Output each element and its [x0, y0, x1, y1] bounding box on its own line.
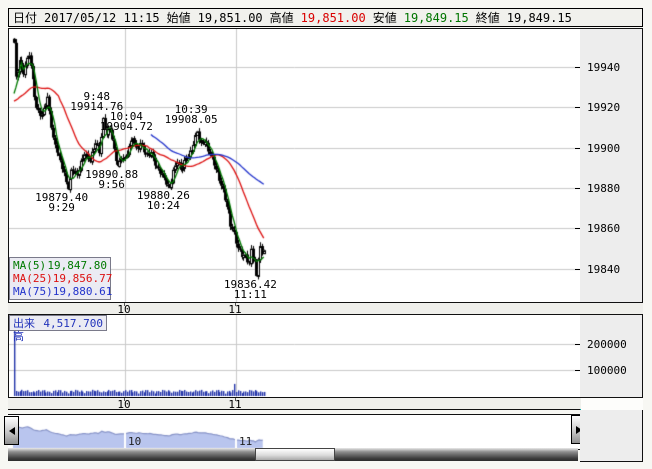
navigator-label: 11: [239, 435, 253, 448]
low-label: 安値: [372, 11, 397, 25]
scrollbar-track[interactable]: [8, 448, 578, 461]
ma5-value: 19,847.80: [47, 259, 107, 272]
right-arrow-icon: [575, 425, 582, 434]
axis-tick: [575, 370, 580, 371]
high-value: 19,851.00: [300, 10, 366, 25]
volume-value: 4,517.700: [43, 317, 103, 330]
navigator-strip: 10 11: [8, 414, 581, 450]
volume-label: 出来高: [13, 317, 35, 343]
price-chart-panel: MA(5) 19,847.80 MA(25) 19,856.77 MA(75) …: [8, 28, 581, 303]
axis-tick: [124, 398, 125, 401]
price-annotation: 10:04 19904.72: [99, 110, 153, 134]
ma25-row: MA(25) 19,856.77: [13, 272, 112, 285]
axis-tick: [575, 188, 580, 189]
ma5-label: MA(5): [13, 259, 47, 272]
price-axis-label: 19840: [587, 262, 621, 276]
datetime-value: 2017/05/12 11:15: [44, 10, 160, 25]
navigator-canvas[interactable]: [8, 415, 579, 449]
volume-legend: 出来高 4,517.700: [9, 315, 107, 343]
price-axis-label: 19880: [587, 182, 621, 196]
scrollbar-thumb[interactable]: [255, 448, 335, 461]
x-axis-label: 10: [117, 303, 131, 316]
axis-tick: [124, 303, 125, 306]
open-value: 19,851.00: [197, 10, 263, 25]
navigator-label: 10: [128, 435, 142, 448]
volume-axis-label: 200000: [587, 338, 627, 351]
volume-axis: 200000 100000: [580, 314, 643, 398]
ma75-label: MA(75): [13, 285, 53, 298]
axis-tick: [235, 303, 236, 306]
x-axis-label: 10: [117, 398, 131, 411]
price-axis-label: 19900: [587, 141, 621, 155]
price-annotation: 10:39 19908.05: [164, 103, 218, 127]
volume-axis-label: 100000: [587, 364, 627, 377]
axis-tick: [575, 269, 580, 270]
scroll-left-button[interactable]: [4, 416, 19, 445]
price-annotation: 19880.26 10:24: [136, 189, 190, 213]
ma75-value: 19,880.61: [52, 285, 113, 298]
x-axis-label: 11: [228, 398, 242, 411]
ma75-row: MA(75) 19,880.61: [13, 285, 112, 298]
x-axis-label: 11: [228, 303, 242, 316]
close-label: 終値: [475, 11, 500, 25]
price-annotation: 19836.42 11:11: [223, 277, 277, 301]
price-annotation: 19879.40 9:29: [35, 191, 89, 215]
left-arrow-icon: [8, 426, 15, 435]
volume-panel: 出来高 4,517.700: [8, 314, 581, 398]
right-filler-top: [581, 398, 643, 410]
price-axis-label: 19920: [587, 101, 621, 115]
axis-tick: [575, 148, 580, 149]
ma-legend: MA(5) 19,847.80 MA(25) 19,856.77 MA(75) …: [9, 257, 112, 300]
axis-tick: [235, 398, 236, 401]
candlestick-canvas[interactable]: [9, 29, 580, 302]
price-axis-label: 19860: [587, 222, 621, 236]
open-label: 始値: [166, 11, 191, 25]
low-value: 19,849.15: [403, 10, 469, 25]
price-axis: 19940 19920 19900 19880 19860 19840: [580, 28, 643, 303]
close-value: 19,849.15: [506, 10, 572, 25]
ma25-value: 19,856.77: [52, 272, 113, 285]
ohlc-header: 日付 2017/05/12 11:15 始値 19,851.00 高値 19,8…: [8, 8, 643, 27]
axis-tick: [575, 107, 580, 108]
axis-tick: [575, 228, 580, 229]
date-label: 日付: [13, 11, 38, 25]
axis-tick: [575, 67, 580, 68]
right-filler: [580, 410, 643, 462]
price-axis-label: 19940: [587, 61, 621, 74]
high-label: 高値: [269, 11, 294, 25]
ma5-row: MA(5) 19,847.80: [13, 259, 107, 272]
x-axis-band-bottom: 10 11: [8, 397, 581, 411]
axis-tick: [575, 344, 580, 345]
ma25-label: MA(25): [13, 272, 53, 285]
price-annotation: 19890.88 9:56: [85, 168, 139, 192]
price-annotation: 9:48 19914.76: [70, 89, 124, 113]
